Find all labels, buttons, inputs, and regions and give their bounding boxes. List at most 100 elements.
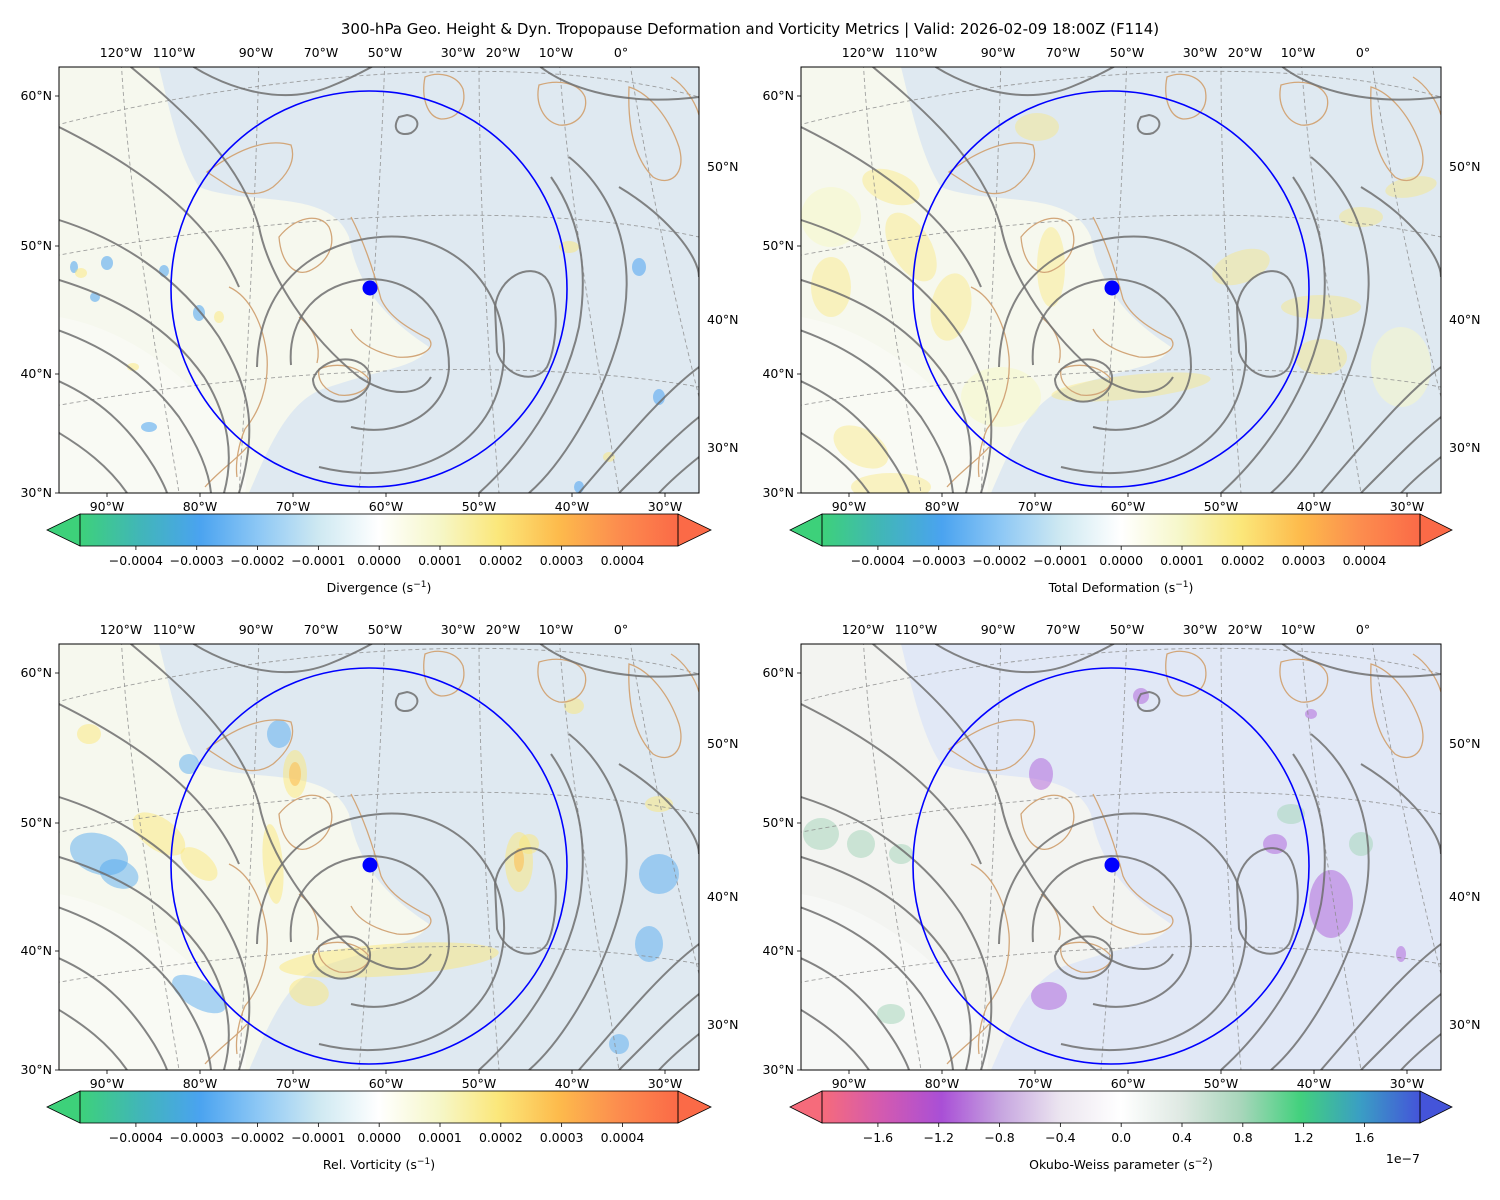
graticule-line [801,791,1441,833]
colorbar-tick-label: 0.0003 [540,1130,584,1145]
height-contour [801,329,954,493]
height-contour [191,644,374,673]
search-radius-ring [170,667,568,1065]
graticule-line [121,644,180,1070]
height-contour [801,126,982,288]
coastline [298,316,319,364]
colorbar-extend-max [1419,1090,1453,1124]
height-contour [311,935,372,980]
height-contour [129,67,360,378]
top-lon-label: 50°W [1110,45,1145,60]
graticule-line [59,214,699,256]
height-contour [871,67,1102,378]
height-contour [59,431,128,493]
left-lat-label: 40°N [20,366,52,381]
colorbar-tick-label: −0.0001 [291,1130,345,1145]
height-contour [1053,358,1114,403]
coastline [1165,650,1207,697]
coastline [205,142,294,195]
ocean-area [901,644,1441,1070]
left-lat-label: 50°N [20,815,52,830]
coastline [1370,86,1424,182]
bottom-lon-label: 80°W [183,1076,218,1091]
left-lat-label: 50°N [20,238,52,253]
top-lon-label: 90°W [981,622,1016,637]
height-contour [618,763,699,855]
height-contour [1320,366,1441,493]
height-contour [493,847,557,955]
colorbar-tick-label: 0.0002 [479,1130,523,1145]
bottom-lon-label: 70°W [276,1076,311,1091]
height-contour [1360,763,1441,855]
bottom-lon-label: 50°W [1204,1076,1239,1091]
colorbar-body [80,1091,678,1123]
top-lon-label: 110°W [895,45,937,60]
map-frame [800,643,1442,1071]
search-radius-ring [912,667,1310,1065]
top-lon-label: 10°W [539,45,574,60]
coastline [670,653,699,693]
height-contour [1360,416,1441,493]
colorbar-tick-label: 0.0000 [357,553,401,568]
top-lon-label: 120°W [842,622,884,637]
graticule-line [980,644,1002,1070]
colorbar-tick-label: 0.0000 [357,1130,401,1145]
coastline [1040,893,1061,941]
colorbar-label: Rel. Vorticity (s−1) [323,1157,435,1172]
height-contour [59,126,240,288]
graticule-line [630,67,699,398]
height-contour [493,270,557,378]
graticule-line [801,214,1441,256]
colorbar-tick-label: −1.6 [863,1130,893,1145]
left-lat-label: 60°N [20,88,52,103]
graticule-line [559,67,620,493]
colorbar-tick-label: 0.0 [1111,1130,1131,1145]
height-contour [478,753,584,1070]
right-lat-label: 50°N [1449,736,1481,751]
height-contour [59,957,168,1070]
top-lon-label: 30°W [1183,45,1218,60]
coastline [423,73,465,120]
colorbar-body [822,514,1420,546]
height-contour [478,176,584,493]
bottom-lon-label: 30°W [648,1076,683,1091]
colorbar-tick-label: −0.0002 [230,553,284,568]
coastline [947,719,1036,772]
right-lat-label: 30°N [707,1017,739,1032]
height-contour [658,456,699,493]
height-contour [998,812,1248,1052]
graticule-line [801,70,1441,125]
coastline [205,719,294,772]
bottom-lon-label: 60°W [369,499,404,514]
colorbar-tick-label: 1.6 [1355,1130,1375,1145]
graticule-line [801,369,1441,406]
height-contour [129,644,360,955]
left-lat-label: 40°N [20,943,52,958]
height-contour [59,278,230,493]
colorbar-tick-label: 0.0000 [1099,553,1143,568]
bottom-lon-label: 90°W [832,1076,867,1091]
graticule-line [238,67,260,493]
colorbar-okubo-weiss: −1.6 −1.2 −0.8 −0.4 0.0 0.4 0.8 1.2 1.6 Okubo-Wei… [789,1090,1453,1172]
height-contour [59,329,212,493]
height-contour [1360,993,1441,1070]
top-lon-label: 120°W [100,45,142,60]
top-lon-label: 50°W [368,622,403,637]
height-contour [1360,186,1441,278]
top-lon-label: 0° [614,45,628,60]
left-lat-label: 40°N [762,943,794,958]
graticule-line [980,67,1002,493]
colorbar-divergence: −0.0004 −0.0003 −0.0002 −0.0001 0.0000 0.0001… [46,513,712,595]
colorbar-tick-label: −0.0001 [291,553,345,568]
right-lat-label: 30°N [707,440,739,455]
height-contour [59,219,251,493]
height-contour [1100,953,1174,970]
height-contour [618,416,699,493]
height-contour [998,235,1248,475]
height-contour [528,733,628,1070]
height-contour [394,690,419,712]
bottom-lon-label: 30°W [648,499,683,514]
colorbar-tick-label: −0.0002 [972,553,1026,568]
graticule-line [59,647,699,702]
height-contour [59,855,230,1070]
